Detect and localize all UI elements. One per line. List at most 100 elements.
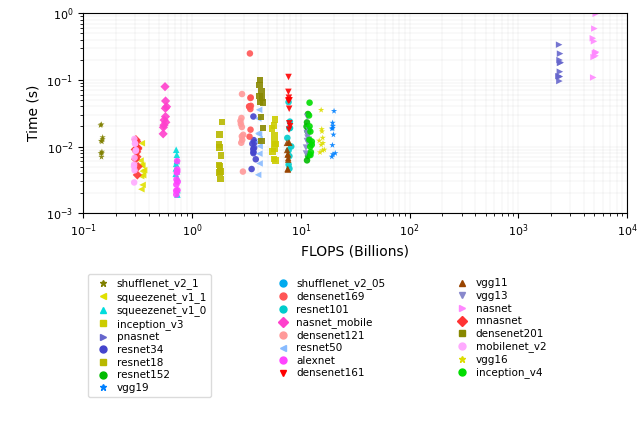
Point (258, 99, 268, 106)
Point (284, 126, 294, 133)
Point (172, 176, 182, 183)
Point (137, 140, 147, 147)
Point (138, 168, 148, 175)
Point (130, 146, 140, 153)
Point (172, 186, 182, 194)
Point (554, 41, 564, 48)
Point (97, 148, 107, 155)
Point (214, 161, 224, 168)
Point (97, 134, 108, 141)
Point (245, 126, 255, 133)
Point (129, 179, 140, 186)
Point (214, 141, 224, 148)
Point (129, 161, 140, 168)
Point (286, 143, 296, 150)
Point (161, 119, 171, 126)
Point (555, 50, 565, 57)
Point (245, 95, 255, 102)
Point (327, 125, 337, 132)
Point (161, 103, 172, 110)
Point (172, 158, 182, 165)
Point (131, 147, 141, 155)
Point (136, 186, 147, 193)
Point (35, 135, 45, 142)
Point (328, 125, 338, 132)
Point (35, 136, 45, 143)
Point (554, 73, 564, 80)
Point (269, 145, 280, 152)
Point (318, 139, 328, 147)
Point (216, 175, 226, 182)
Point (589, 38, 599, 45)
Point (159, 116, 169, 123)
Point (244, 103, 255, 110)
Point (129, 154, 140, 161)
Point (215, 168, 225, 175)
Point (236, 120, 246, 127)
Point (172, 191, 182, 198)
Point (35, 159, 45, 166)
Point (95, 122, 106, 129)
Point (172, 187, 182, 194)
Point (246, 166, 257, 173)
Point (237, 91, 247, 98)
Point (131, 136, 141, 143)
Point (171, 187, 181, 194)
Point (248, 137, 259, 144)
Point (256, 87, 266, 95)
Point (130, 140, 140, 147)
Point (283, 156, 293, 163)
Point (236, 115, 246, 122)
Point (284, 88, 294, 95)
Point (317, 147, 328, 154)
Point (268, 148, 278, 155)
Point (236, 139, 246, 147)
Point (283, 155, 293, 162)
Point (172, 169, 182, 176)
Point (249, 144, 259, 151)
Point (132, 148, 142, 155)
Point (173, 178, 183, 185)
Point (253, 130, 264, 137)
Point (248, 146, 259, 153)
Point (34, 139, 44, 146)
Point (248, 113, 259, 120)
Point (35, 147, 45, 154)
Point (282, 147, 292, 154)
Point (284, 73, 294, 80)
Point (256, 113, 266, 120)
Point (253, 139, 264, 146)
Point (159, 122, 169, 129)
Point (161, 113, 171, 120)
Point (590, 50, 600, 57)
Point (136, 161, 147, 168)
X-axis label: FLOPS (Billions): FLOPS (Billions) (301, 245, 409, 259)
Point (591, 10, 601, 17)
Point (172, 151, 182, 159)
Point (305, 123, 315, 130)
Point (589, 25, 600, 32)
Point (214, 131, 225, 138)
Point (316, 141, 326, 148)
Point (269, 132, 280, 139)
Point (245, 106, 255, 113)
Point (244, 133, 255, 140)
Point (326, 153, 337, 160)
Point (591, 49, 601, 56)
Point (304, 136, 314, 143)
Point (283, 151, 293, 158)
Point (307, 138, 317, 145)
Point (306, 149, 316, 156)
Point (97, 138, 107, 145)
Point (303, 127, 314, 134)
Point (282, 139, 292, 147)
Point (136, 173, 147, 180)
Point (270, 116, 280, 123)
Point (257, 94, 267, 101)
Point (172, 174, 182, 182)
Point (247, 140, 257, 147)
Point (132, 144, 143, 151)
Point (301, 144, 311, 151)
Legend: vgg11, vgg13, nasnet, mnasnet, densenet201, mobilenet_v2, vgg16, inception_v4: vgg11, vgg13, nasnet, mnasnet, densenet2… (447, 274, 550, 383)
Point (555, 59, 565, 67)
